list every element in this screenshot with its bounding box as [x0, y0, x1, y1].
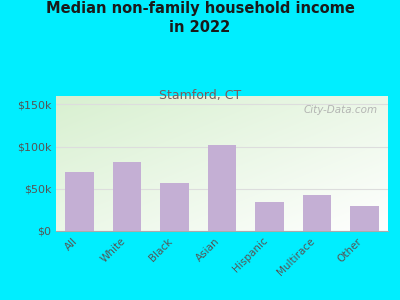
- Bar: [113, 162, 141, 231]
- Bar: [303, 195, 331, 231]
- Bar: [160, 183, 189, 231]
- Text: City-Data.com: City-Data.com: [304, 105, 378, 116]
- Text: Stamford, CT: Stamford, CT: [159, 88, 241, 101]
- Bar: [350, 206, 378, 231]
- Bar: [255, 202, 284, 231]
- Bar: [66, 172, 94, 231]
- Text: Median non-family household income
in 2022: Median non-family household income in 20…: [46, 2, 354, 34]
- Bar: [208, 145, 236, 231]
